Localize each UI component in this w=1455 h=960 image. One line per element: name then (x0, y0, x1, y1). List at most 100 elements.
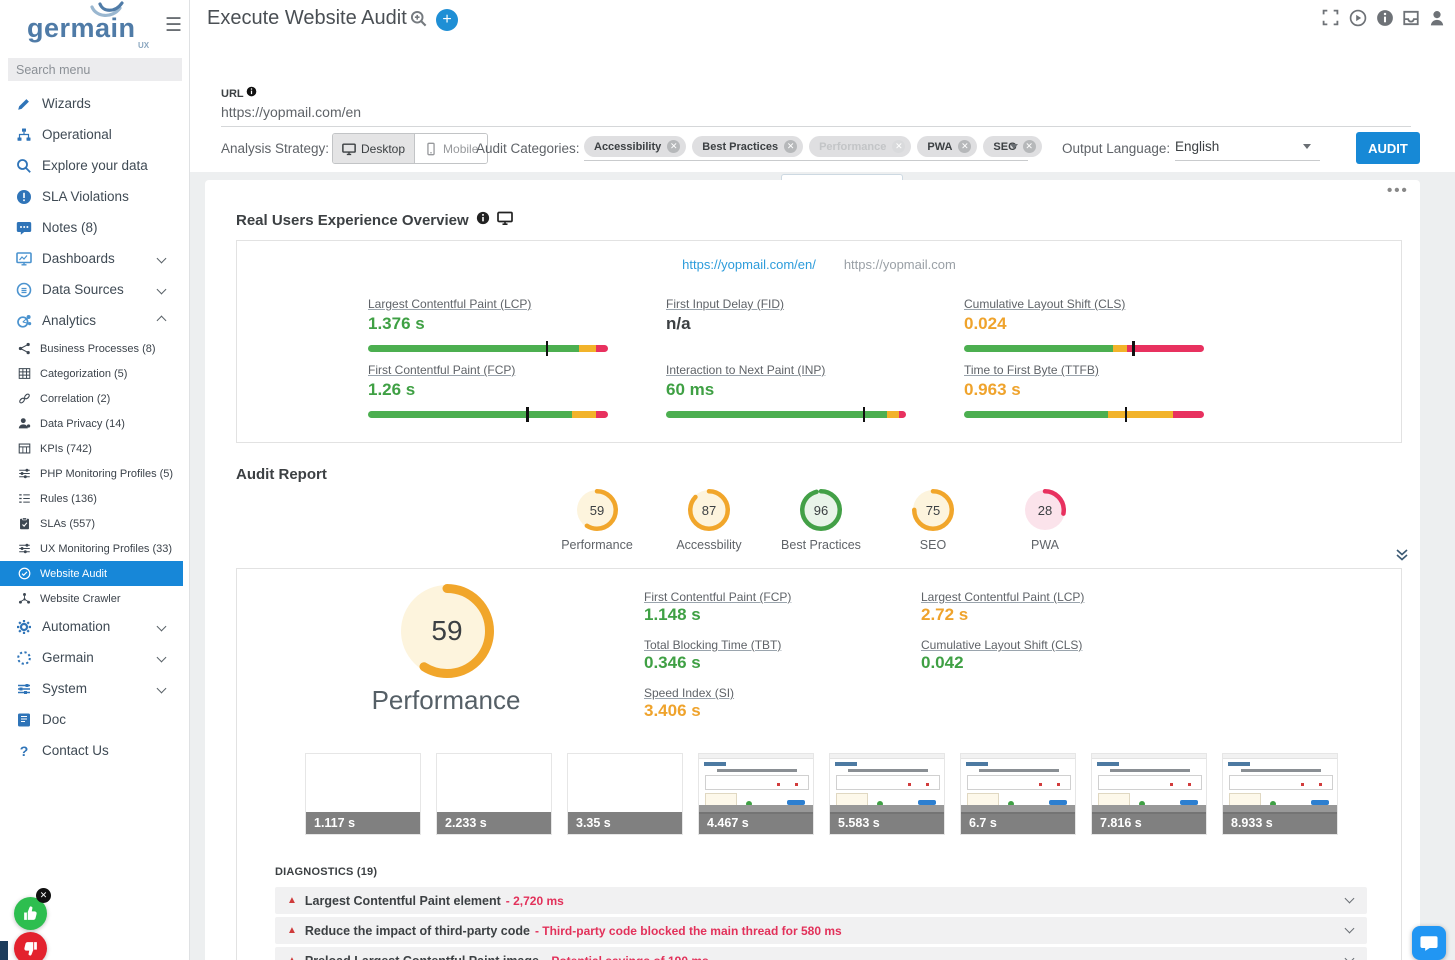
remove-chip-icon[interactable]: ✕ (958, 140, 972, 153)
menu-toggle-icon[interactable]: ☰ (165, 15, 183, 36)
gauge-best-practices[interactable]: 96 Best Practices (765, 488, 877, 552)
remove-chip-icon[interactable]: ✕ (892, 140, 906, 153)
metric-link[interactable]: Cumulative Layout Shift (CLS) (964, 297, 1126, 311)
expand-chevron-icon[interactable] (1344, 923, 1355, 934)
user-profile-icon[interactable] (1428, 9, 1446, 32)
category-chip-best-practices[interactable]: Best Practices ✕ (692, 136, 804, 157)
url-input[interactable] (221, 101, 1411, 127)
bar-segment-green (964, 345, 1113, 352)
sidebar-item-php-monitoring-profiles-5[interactable]: PHP Monitoring Profiles (5) (0, 461, 183, 486)
diagnostic-row-0[interactable]: ▲ Largest Contentful Paint element - 2,720… (275, 887, 1367, 914)
warning-triangle-icon: ▲ (287, 955, 297, 960)
sidebar-item-rules-136[interactable]: Rules (136) (0, 486, 183, 511)
audit-button[interactable]: AUDIT (1356, 132, 1420, 164)
sidebar-item-website-crawler[interactable]: Website Crawler (0, 586, 183, 611)
strategy-desktop[interactable]: Desktop (333, 134, 416, 163)
chevron-down-icon (156, 253, 167, 264)
category-chip-pwa[interactable]: PWA ✕ (917, 136, 978, 157)
sidebar-item-sla-violations[interactable]: SLA Violations (0, 181, 183, 212)
metric-link[interactable]: Interaction to Next Paint (INP) (666, 363, 826, 377)
question-icon: ? (20, 743, 29, 759)
sidebar-item-ux-monitoring-profiles-33[interactable]: UX Monitoring Profiles (33) (0, 536, 183, 561)
checkcircle-icon (18, 567, 31, 580)
inbox-icon[interactable] (1402, 9, 1420, 32)
gauge-performance[interactable]: 59 Performance (541, 488, 653, 552)
sidebar-item-categorization-5[interactable]: Categorization (5) (0, 361, 183, 386)
close-feedback-icon[interactable]: ✕ (36, 888, 51, 903)
more-options-icon[interactable]: ••• (1387, 182, 1409, 199)
expand-chevron-icon[interactable] (1344, 893, 1355, 904)
scroll-down-icon[interactable] (1395, 548, 1409, 567)
thumbnail-time: 5.583 s (830, 812, 944, 834)
sidebar-item-business-processes-8[interactable]: Business Processes (8) (0, 336, 183, 361)
sidebar-subitem-label: PHP Monitoring Profiles (5) (40, 467, 174, 480)
metric-link[interactable]: Largest Contentful Paint (LCP) (368, 297, 532, 311)
language-caret-icon[interactable] (1303, 144, 1311, 149)
language-select[interactable]: English (1175, 139, 1220, 154)
fullscreen-icon[interactable] (1322, 9, 1339, 31)
sidebar-item-kpis-742[interactable]: KPIs (742) (0, 436, 183, 461)
category-chip-accessibility[interactable]: Accessibility ✕ (584, 136, 687, 157)
page-screenshot (830, 754, 944, 834)
thumbs-down-button[interactable] (14, 932, 47, 960)
sidebar-item-dashboards[interactable]: Dashboards (0, 243, 183, 274)
url-tab-0[interactable]: https://yopmail.com/en/ (682, 257, 816, 272)
sidebar-item-wizards[interactable]: Wizards (0, 88, 183, 119)
sidebar-item-data-sources[interactable]: Data Sources (0, 274, 183, 305)
metric-link[interactable]: Time to First Byte (TTFB) (964, 363, 1099, 377)
detail-metric-total-blocking-time-tbt: Total Blocking Time (TBT) 0.346 s (644, 638, 791, 686)
sidebar-item-analytics[interactable]: Analytics (0, 305, 183, 336)
fullscreen-icon (1322, 9, 1339, 26)
expand-chevron-icon[interactable] (1344, 953, 1355, 960)
detail-metrics-left: First Contentful Paint (FCP) 1.148 s Total… (644, 590, 791, 734)
sidebar-item-website-audit[interactable]: Website Audit (0, 561, 183, 586)
category-chip-performance[interactable]: Performance ✕ (809, 136, 912, 157)
sidebar-item-label: Wizards (42, 96, 91, 111)
metric-link[interactable]: Total Blocking Time (TBT) (644, 638, 782, 652)
sidebar-item-doc[interactable]: Doc (0, 704, 183, 735)
gauge-accessbility[interactable]: 87 Accessbility (653, 488, 765, 552)
metric-value: 0.024 (964, 314, 1007, 333)
sidebar-item-operational[interactable]: Operational (0, 119, 183, 150)
chat-button[interactable] (1412, 926, 1446, 960)
comment-icon (16, 221, 32, 235)
sidebar-item-automation[interactable]: Automation (0, 611, 183, 642)
remove-chip-icon[interactable]: ✕ (667, 140, 681, 153)
search-input[interactable] (8, 58, 182, 81)
sidebar-item-notes-8[interactable]: Notes (8) (0, 212, 183, 243)
url-tab-1[interactable]: https://yopmail.com (843, 257, 956, 272)
info-icon[interactable] (1376, 9, 1394, 32)
bar-segment-yellow (572, 411, 596, 418)
gauge-pwa[interactable]: 28 PWA (989, 488, 1101, 552)
sidebar-item-data-privacy-14[interactable]: Data Privacy (14) (0, 411, 183, 436)
bar-segment-yellow (579, 345, 596, 352)
sidebar-item-correlation-2[interactable]: Correlation (2) (0, 386, 183, 411)
add-button[interactable]: + (436, 9, 458, 31)
metric-link[interactable]: First Input Delay (FID) (666, 297, 785, 311)
diagnostic-row-2[interactable]: ▲Preload Largest Contentful Paint image-… (275, 947, 1367, 960)
sidebar-subitem-label: Website Crawler (40, 592, 121, 605)
strategy-mobile[interactable]: Mobile (415, 134, 488, 163)
gauge-seo[interactable]: 75 SEO (877, 488, 989, 552)
rueo-title: Real Users Experience Overview (236, 210, 513, 230)
sidebar-item-contact-us[interactable]: ? Contact Us (0, 735, 183, 766)
info-icon[interactable] (476, 211, 490, 229)
zoom-in-icon[interactable] (410, 10, 427, 32)
rueo-metric-largest-contentful-paint-lcp: Largest Contentful Paint (LCP) 1.376 s (368, 297, 608, 363)
sidebar-item-system[interactable]: System (0, 673, 183, 704)
play-icon[interactable] (1349, 9, 1367, 32)
metric-link[interactable]: First Contentful Paint (FCP) (644, 590, 792, 604)
audit-report-card: ••• Real Users Experience Overview https… (205, 180, 1420, 960)
remove-chip-icon[interactable]: ✕ (784, 140, 798, 153)
metric-link[interactable]: Largest Contentful Paint (LCP) (921, 590, 1085, 604)
diagnostic-row-1[interactable]: ▲ Reduce the impact of third-party code - … (275, 917, 1367, 944)
sidebar-item-explore-your-data[interactable]: Explore your data (0, 150, 183, 181)
sidebar-item-germain[interactable]: Germain (0, 642, 183, 673)
metric-link[interactable]: Cumulative Layout Shift (CLS) (921, 638, 1083, 652)
categories-caret-icon[interactable] (1010, 144, 1018, 149)
metric-link[interactable]: First Contentful Paint (FCP) (368, 363, 516, 377)
metric-link[interactable]: Speed Index (SI) (644, 686, 735, 700)
url-info-icon[interactable] (246, 86, 257, 100)
remove-chip-icon[interactable]: ✕ (1022, 140, 1036, 153)
sidebar-item-slas-557[interactable]: SLAs (557) (0, 511, 183, 536)
